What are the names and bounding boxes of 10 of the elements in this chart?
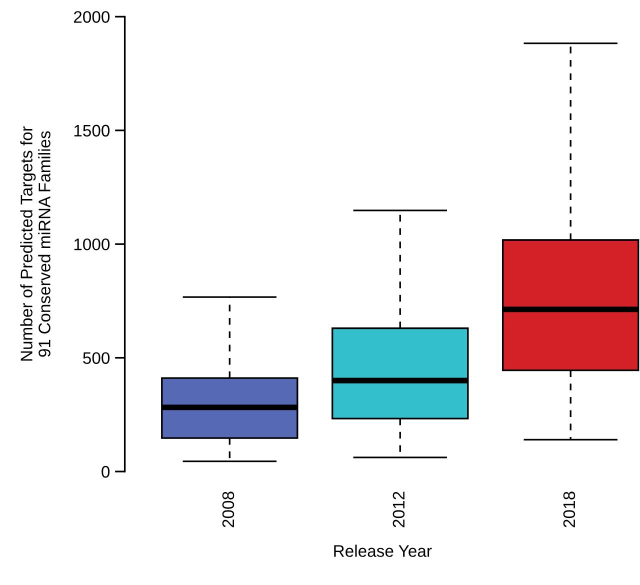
y-tick-label: 2000 [74,11,110,23]
y-tick-label: 1500 [74,124,110,137]
y-tick-label: 0 [102,466,110,478]
y-tick-label: 1000 [74,238,110,250]
x-tick-label: 2012 [392,492,405,528]
x-axis-title: Release Year [334,544,432,557]
x-tick-label: 2018 [563,492,576,528]
y-axis-title: Number of Predicted Targets for 91 Conserved miRNA Families [20,126,50,361]
y-tick-label: 500 [83,352,110,364]
x-tick-label: 2008 [222,492,234,528]
